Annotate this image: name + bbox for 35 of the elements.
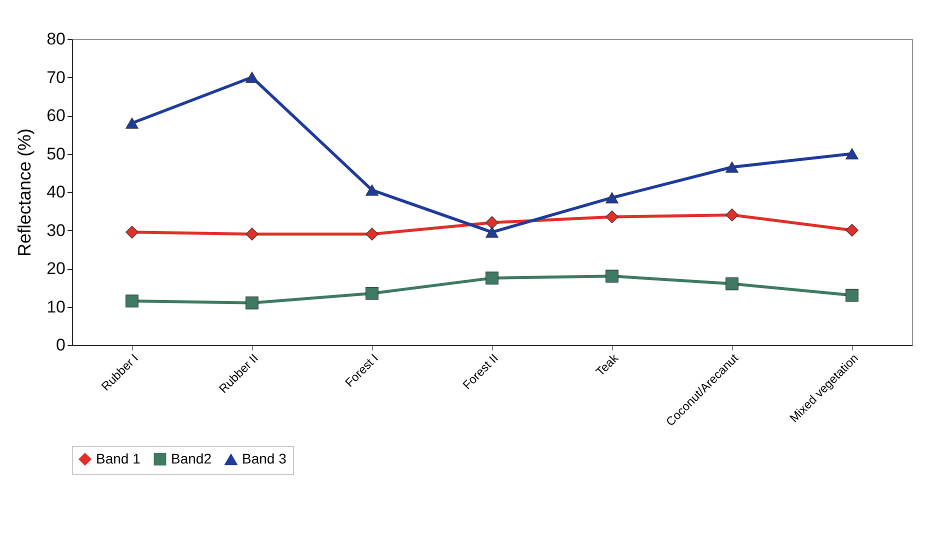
point — [486, 226, 498, 238]
legend-label: Band 1 — [96, 450, 141, 466]
legend-label: Band2 — [171, 450, 212, 466]
point — [126, 294, 138, 308]
point — [606, 270, 618, 283]
point — [246, 228, 258, 240]
y-tick-label: 0 — [56, 336, 66, 354]
point — [726, 277, 738, 290]
y-tick-label: 40 — [46, 182, 66, 202]
point — [366, 228, 378, 240]
y-tick-label: 10 — [46, 297, 66, 316]
point — [726, 162, 738, 173]
point — [846, 224, 858, 237]
point — [846, 288, 858, 302]
point — [246, 72, 258, 83]
y-tick-label: 70 — [46, 68, 66, 87]
point — [606, 210, 618, 224]
point — [366, 184, 378, 196]
point — [726, 208, 738, 222]
y-tick-label: 20 — [46, 259, 66, 278]
legend-label: Band 3 — [242, 450, 287, 467]
y-tick-label: 50 — [46, 144, 66, 164]
point — [486, 272, 498, 284]
point — [126, 118, 138, 129]
point — [606, 192, 618, 204]
y-tick-label: 30 — [46, 220, 66, 240]
point — [246, 296, 258, 310]
point — [366, 286, 378, 300]
y-axis-title: Reflectance (%) — [14, 128, 35, 257]
point — [126, 226, 138, 239]
x-tick-label: Teak — [593, 350, 622, 379]
y-tick-label: 80 — [46, 30, 66, 48]
point — [846, 148, 858, 160]
point — [486, 216, 498, 230]
y-tick-label: 60 — [46, 106, 66, 125]
